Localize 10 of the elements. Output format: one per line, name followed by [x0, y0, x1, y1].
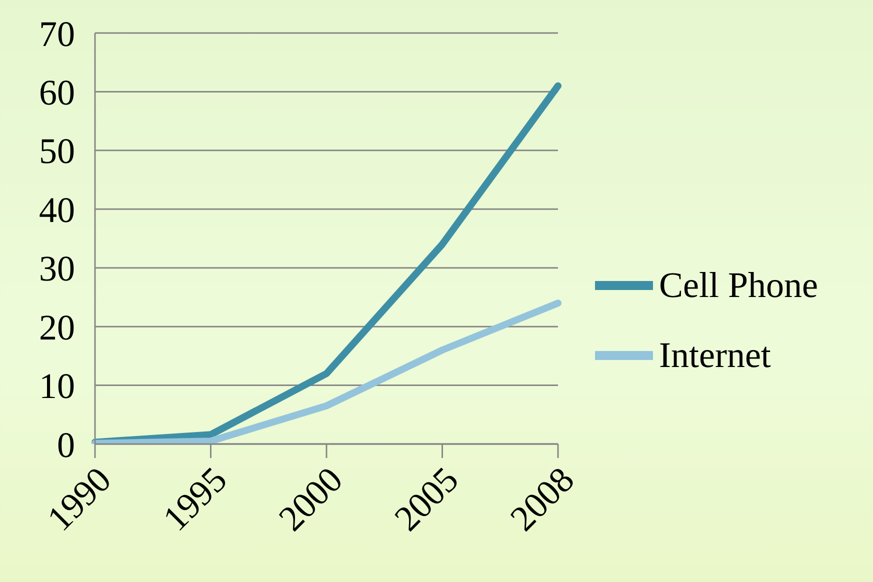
legend-label: Cell Phone [659, 264, 818, 306]
y-tick-label: 40 [39, 190, 75, 230]
y-tick-label: 20 [39, 307, 75, 348]
y-tick-label: 50 [39, 131, 75, 172]
y-tick-label: 10 [39, 366, 75, 406]
y-tick-label: 70 [39, 14, 75, 54]
y-tick-label: 0 [57, 424, 75, 465]
y-tick-label: 30 [39, 248, 75, 289]
legend-label: Internet [659, 334, 771, 376]
y-tick-label: 60 [39, 72, 75, 112]
